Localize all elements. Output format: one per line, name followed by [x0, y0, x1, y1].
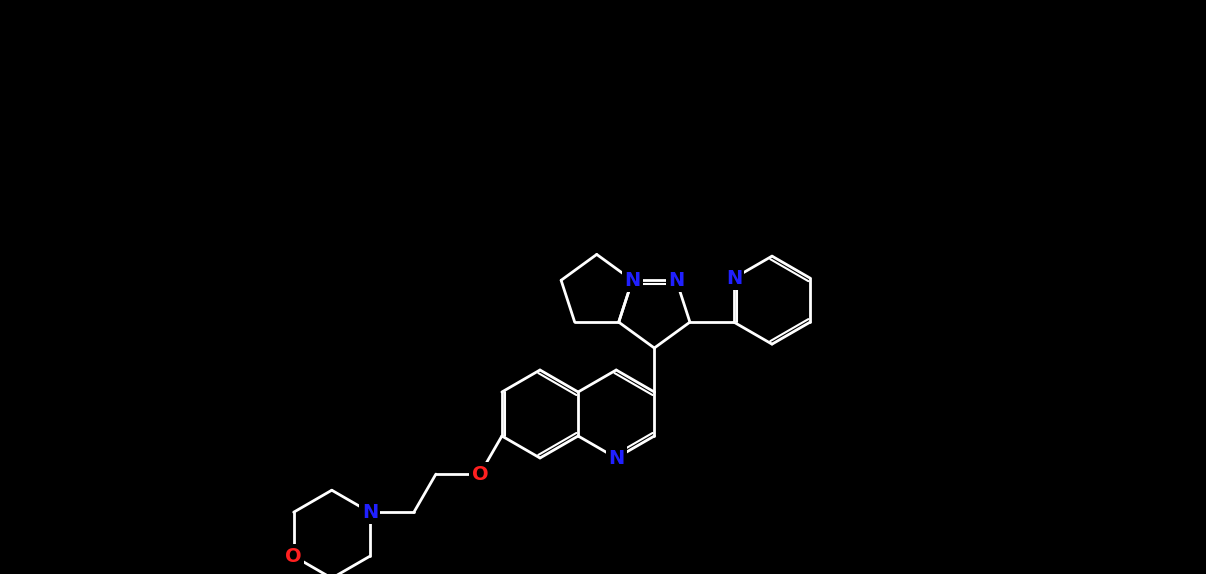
Text: N: N: [726, 269, 742, 288]
Text: N: N: [625, 271, 640, 290]
Text: O: O: [286, 546, 302, 566]
Text: N: N: [668, 271, 685, 290]
Text: N: N: [362, 503, 377, 522]
Text: O: O: [472, 464, 488, 484]
Text: N: N: [608, 448, 625, 467]
